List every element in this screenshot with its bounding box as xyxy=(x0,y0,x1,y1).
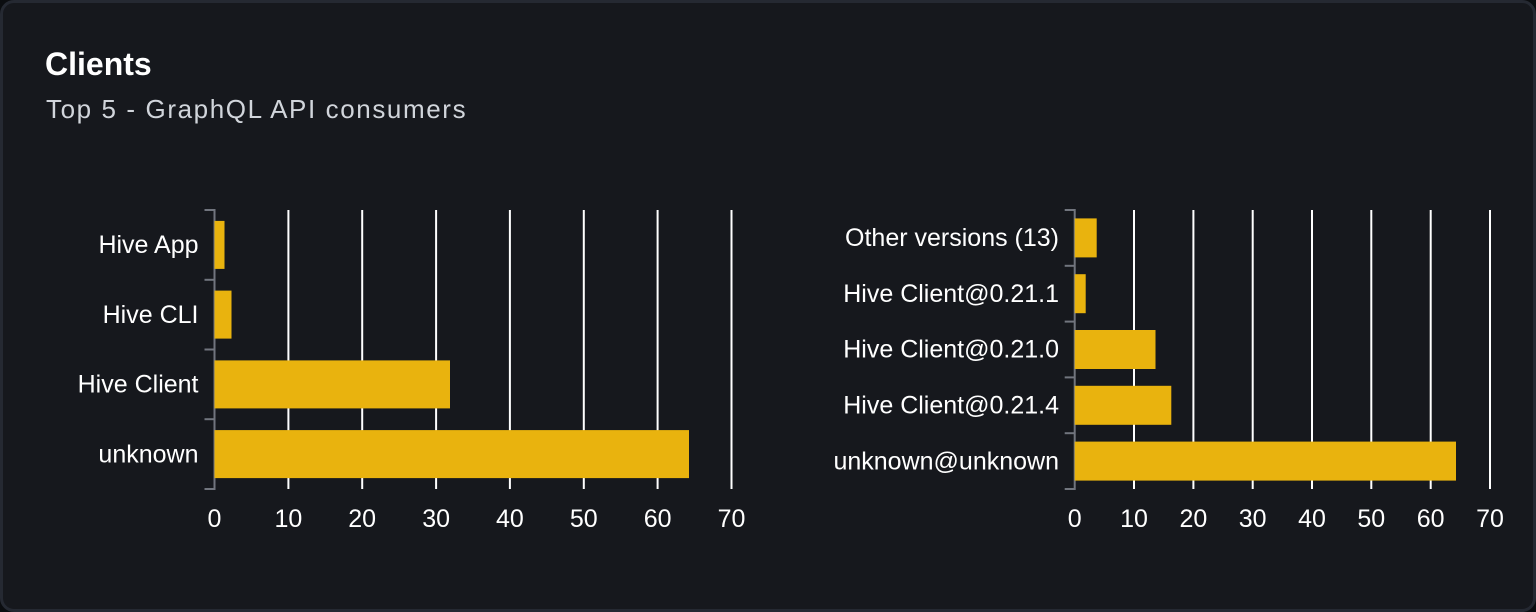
svg-text:20: 20 xyxy=(1179,505,1207,533)
svg-text:70: 70 xyxy=(1476,505,1504,533)
svg-text:unknown: unknown xyxy=(98,440,198,468)
svg-text:70: 70 xyxy=(718,505,746,533)
svg-text:60: 60 xyxy=(644,505,672,533)
svg-text:30: 30 xyxy=(422,505,450,533)
svg-text:Hive App: Hive App xyxy=(98,231,198,259)
svg-text:Other versions (13): Other versions (13) xyxy=(845,224,1059,252)
svg-text:50: 50 xyxy=(570,505,598,533)
svg-text:10: 10 xyxy=(1120,505,1148,533)
svg-text:0: 0 xyxy=(1068,505,1082,533)
svg-text:Hive Client@0.21.0: Hive Client@0.21.0 xyxy=(843,336,1059,364)
svg-text:Hive Client: Hive Client xyxy=(78,371,199,399)
svg-text:Hive Client@0.21.1: Hive Client@0.21.1 xyxy=(843,280,1059,308)
svg-text:60: 60 xyxy=(1417,505,1445,533)
svg-text:10: 10 xyxy=(274,505,302,533)
svg-text:40: 40 xyxy=(1298,505,1326,533)
svg-text:Hive Client@0.21.4: Hive Client@0.21.4 xyxy=(843,392,1059,420)
svg-text:Hive CLI: Hive CLI xyxy=(103,301,199,329)
svg-text:50: 50 xyxy=(1357,505,1385,533)
svg-text:20: 20 xyxy=(348,505,376,533)
svg-text:30: 30 xyxy=(1239,505,1267,533)
svg-text:0: 0 xyxy=(208,505,222,533)
svg-text:40: 40 xyxy=(496,505,524,533)
svg-text:unknown@unknown: unknown@unknown xyxy=(833,447,1059,475)
